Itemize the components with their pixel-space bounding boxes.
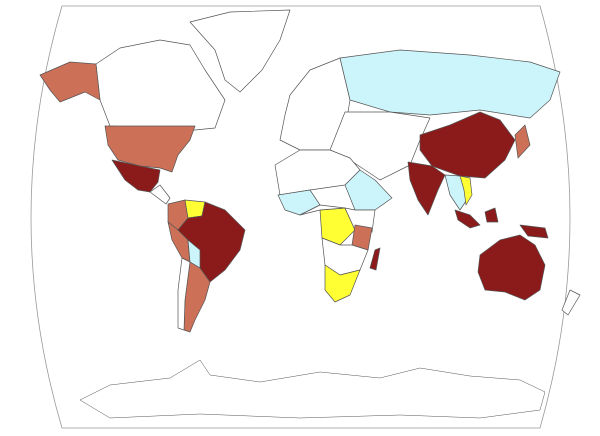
alaska — [39, 61, 101, 103]
antarctica — [79, 359, 546, 419]
madagascar — [369, 247, 381, 271]
chile — [177, 257, 191, 331]
mexico — [111, 159, 161, 193]
japan — [514, 124, 531, 159]
central-america — [149, 184, 171, 205]
indonesia — [454, 207, 549, 239]
india — [407, 161, 446, 216]
russia — [339, 49, 561, 119]
vietnam — [459, 175, 473, 206]
canada — [95, 39, 226, 131]
china — [419, 111, 516, 179]
new-zealand — [561, 289, 581, 316]
greenland — [189, 9, 291, 93]
usa — [104, 125, 196, 173]
south-africa — [324, 264, 361, 303]
australia — [477, 234, 546, 301]
